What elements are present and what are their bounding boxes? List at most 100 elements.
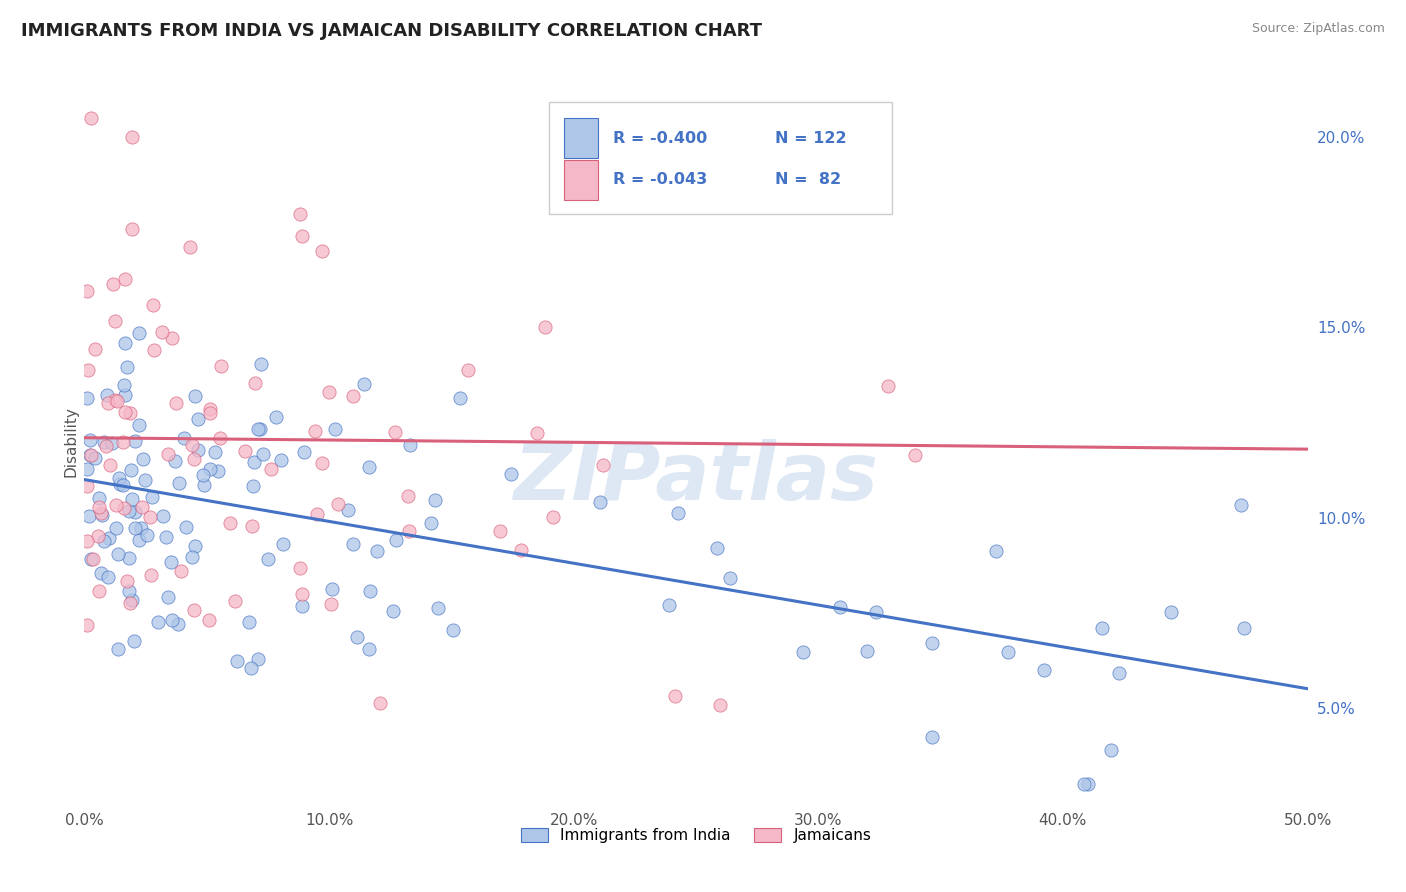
Text: R = -0.043: R = -0.043: [613, 172, 707, 187]
Point: [209, 431, 232, 445]
Point: [427, 601, 450, 615]
Point: [82, 552, 104, 566]
Point: [326, 497, 349, 511]
Point: [224, 593, 246, 607]
Point: [93, 434, 115, 449]
Point: [304, 425, 326, 439]
Point: [76, 462, 98, 476]
Point: [384, 533, 406, 548]
Point: [1160, 605, 1182, 619]
Point: [96, 388, 118, 402]
Point: [76, 534, 98, 549]
Point: [243, 455, 266, 469]
Point: [997, 645, 1019, 659]
Point: [79, 433, 101, 447]
Point: [336, 502, 359, 516]
Point: [720, 571, 742, 585]
Point: [197, 613, 219, 627]
Point: [193, 477, 215, 491]
Point: [187, 411, 209, 425]
Point: [207, 464, 229, 478]
Point: [124, 521, 146, 535]
Point: [80, 551, 103, 566]
Point: [382, 604, 405, 618]
Point: [76, 363, 98, 377]
Point: [198, 402, 221, 417]
Point: [342, 537, 364, 551]
Point: [117, 550, 139, 565]
Point: [420, 516, 443, 530]
Point: [86, 529, 108, 543]
Point: [162, 330, 184, 344]
Point: [91, 508, 114, 523]
Point: [441, 623, 464, 637]
Point: [174, 520, 197, 534]
Point: [156, 447, 179, 461]
Point: [233, 443, 256, 458]
Point: [240, 519, 263, 533]
Point: [180, 438, 202, 452]
Point: [112, 501, 135, 516]
Point: [209, 359, 232, 374]
Point: [98, 531, 121, 545]
Point: [311, 456, 333, 470]
Point: [238, 615, 260, 630]
Point: [291, 229, 314, 244]
Point: [84, 343, 107, 357]
Point: [179, 240, 201, 254]
Point: [104, 393, 127, 408]
Point: [526, 425, 548, 440]
Point: [114, 336, 136, 351]
Point: [132, 452, 155, 467]
Point: [666, 506, 689, 520]
Point: [101, 277, 124, 292]
Point: [118, 596, 141, 610]
Point: [107, 471, 129, 485]
Point: [76, 391, 98, 405]
Point: [105, 394, 128, 409]
Point: [1108, 665, 1130, 680]
Point: [323, 422, 346, 436]
Point: [589, 494, 612, 508]
Text: N = 122: N = 122: [776, 130, 846, 145]
Point: [83, 450, 105, 465]
Point: [384, 425, 406, 440]
Point: [706, 541, 728, 555]
Point: [368, 696, 391, 710]
Point: [1099, 743, 1122, 757]
Text: IMMIGRANTS FROM INDIA VS JAMAICAN DISABILITY CORRELATION CHART: IMMIGRANTS FROM INDIA VS JAMAICAN DISABI…: [21, 22, 762, 40]
Point: [97, 570, 120, 584]
Point: [79, 448, 101, 462]
Point: [134, 473, 156, 487]
Point: [271, 537, 294, 551]
Point: [90, 566, 112, 580]
Point: [366, 544, 388, 558]
Point: [489, 524, 512, 539]
Point: [311, 244, 333, 258]
Point: [150, 325, 173, 339]
Point: [117, 584, 139, 599]
Point: [1232, 621, 1254, 635]
Point: [115, 360, 138, 375]
Point: [121, 130, 143, 145]
Point: [160, 613, 183, 627]
Point: [98, 458, 121, 473]
Point: [264, 410, 287, 425]
Point: [307, 507, 329, 521]
Point: [1090, 621, 1112, 635]
Y-axis label: Disability: Disability: [63, 406, 79, 477]
Point: [240, 661, 263, 675]
Point: [107, 547, 129, 561]
Text: ZIPatlas: ZIPatlas: [513, 439, 879, 516]
Point: [156, 590, 179, 604]
Point: [114, 388, 136, 402]
Point: [180, 550, 202, 565]
Point: [321, 582, 343, 597]
Point: [89, 583, 111, 598]
Point: [124, 434, 146, 448]
Point: [117, 574, 139, 588]
Point: [141, 491, 163, 505]
Point: [501, 467, 523, 481]
Point: [904, 448, 927, 462]
Point: [121, 491, 143, 506]
